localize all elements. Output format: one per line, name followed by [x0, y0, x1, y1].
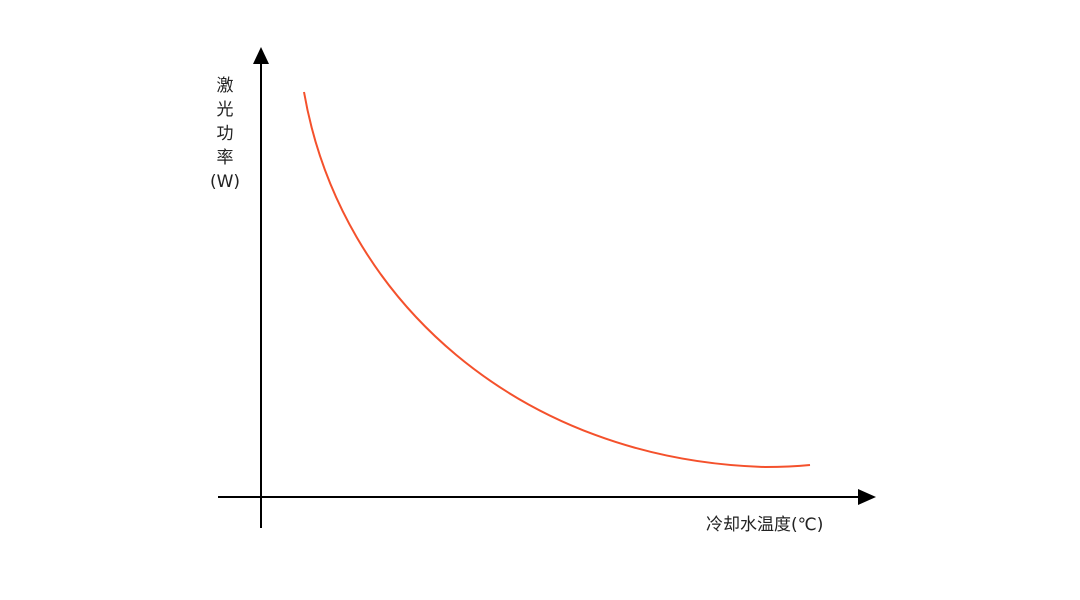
y-axis-label-char: 功 — [216, 124, 234, 144]
y-axis-label: 激 光 功 率 (W) — [208, 74, 242, 194]
series-line — [303, 91, 811, 469]
y-axis-label-unit: (W) — [209, 172, 241, 192]
y-axis-label-char: 光 — [216, 100, 234, 120]
y-axis-label-char: 激 — [216, 76, 234, 96]
y-axis-arrow — [253, 47, 269, 64]
x-axis-label: 冷却水温度(℃) — [706, 515, 824, 535]
y-axis-label-char: 率 — [216, 148, 234, 168]
x-axis-arrow — [858, 489, 876, 505]
